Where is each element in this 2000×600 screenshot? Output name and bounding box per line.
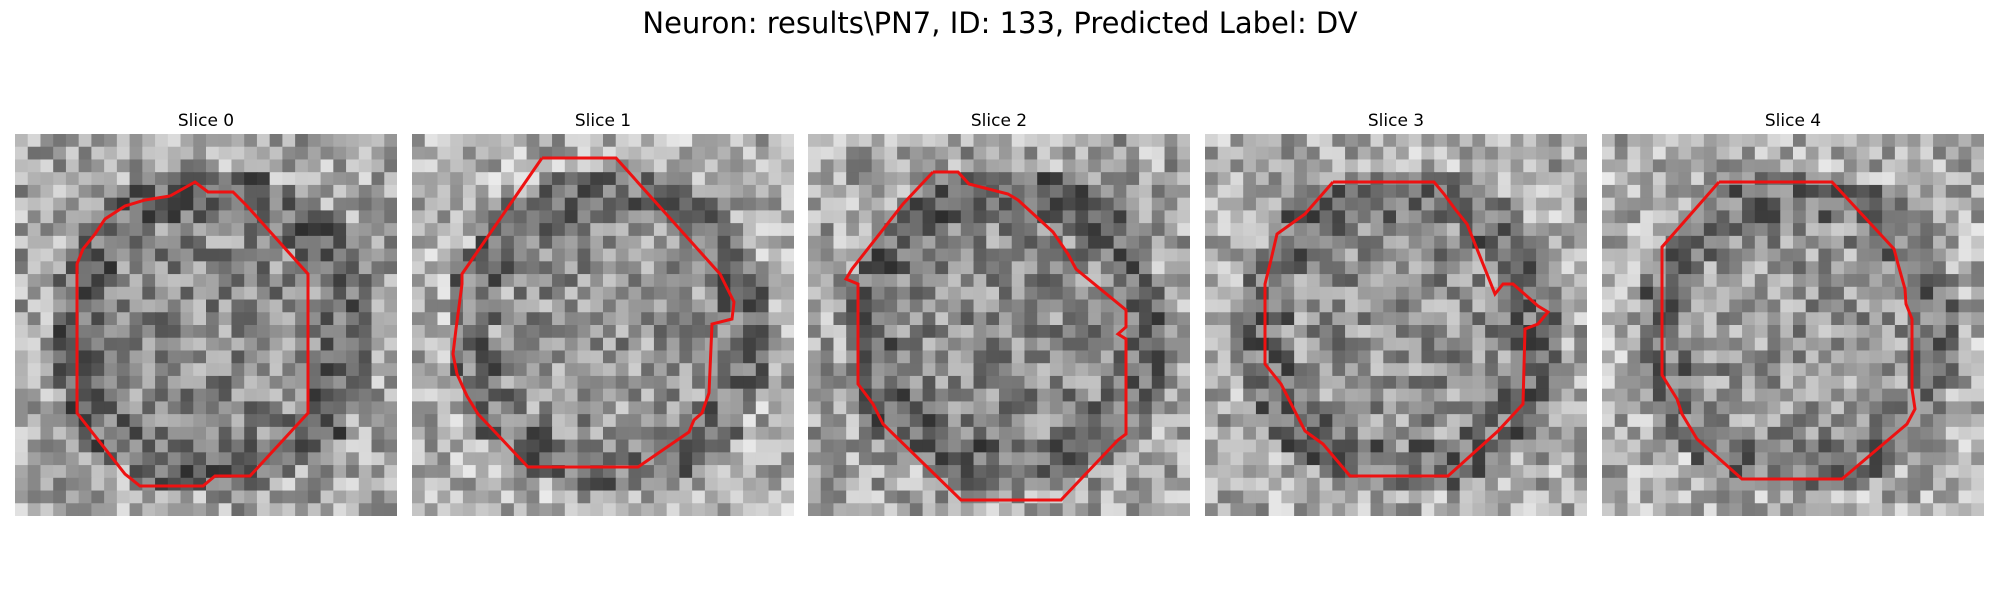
slice-image — [1602, 134, 1984, 516]
neuron-contour — [75, 180, 310, 488]
slice-title: Slice 4 — [1764, 111, 1822, 131]
slice-canvas — [412, 134, 794, 516]
slice-canvas — [1602, 134, 1984, 516]
slice-image — [412, 134, 794, 516]
figure-title: Neuron: results\PN7, ID: 133, Predicted … — [642, 6, 1358, 40]
slice-canvas — [15, 134, 397, 516]
slice-title: Slice 0 — [177, 111, 235, 131]
neuron-contour — [843, 170, 1128, 502]
slice-image — [808, 134, 1190, 516]
slice-title: Slice 2 — [970, 111, 1028, 131]
slice-panel-0: Slice 0 — [15, 108, 397, 516]
neuron-contour — [451, 156, 736, 469]
neuron-contour — [1660, 180, 1917, 481]
slice-panel-3: Slice 3 — [1205, 108, 1587, 516]
slice-image — [15, 134, 397, 516]
slice-panel-1: Slice 1 — [412, 108, 794, 516]
slice-image — [1205, 134, 1587, 516]
slice-panel-4: Slice 4 — [1602, 108, 1984, 516]
slice-title: Slice 1 — [574, 111, 632, 131]
slice-title: Slice 3 — [1367, 111, 1425, 131]
slice-canvas — [808, 134, 1190, 516]
slice-canvas — [1205, 134, 1587, 516]
neuron-contour — [1263, 180, 1551, 478]
slice-panel-2: Slice 2 — [808, 108, 1190, 516]
